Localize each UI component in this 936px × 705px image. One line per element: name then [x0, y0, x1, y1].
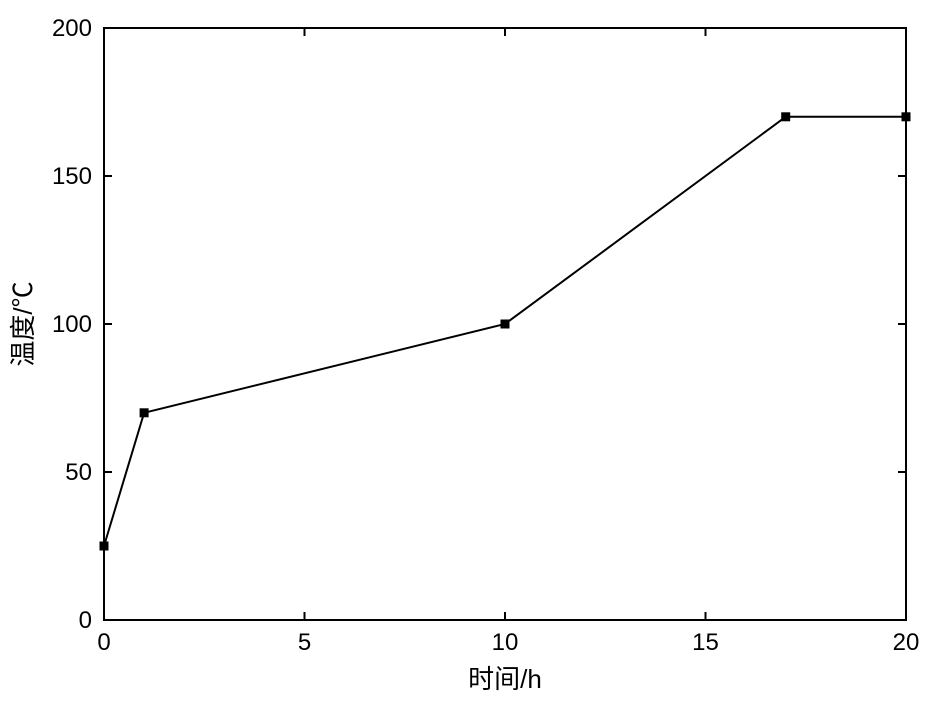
x-tick-label: 10 — [492, 629, 519, 656]
y-tick-label: 200 — [52, 15, 92, 42]
chart-container: 05101520050100150200时间/h温度/℃ — [0, 0, 936, 705]
y-tick-label: 150 — [52, 163, 92, 190]
chart-svg: 05101520050100150200时间/h温度/℃ — [0, 0, 936, 705]
y-axis-label: 温度/℃ — [8, 281, 38, 366]
y-tick-label: 50 — [65, 459, 92, 486]
y-tick-label: 100 — [52, 311, 92, 338]
x-tick-label: 20 — [893, 629, 920, 656]
data-line — [104, 117, 906, 546]
x-tick-label: 15 — [692, 629, 719, 656]
x-tick-label: 5 — [298, 629, 311, 656]
data-marker — [902, 112, 911, 121]
data-marker — [781, 112, 790, 121]
x-tick-label: 0 — [97, 629, 110, 656]
data-marker — [100, 542, 109, 551]
data-marker — [140, 408, 149, 417]
data-marker — [501, 320, 510, 329]
y-tick-label: 0 — [79, 607, 92, 634]
x-axis-label: 时间/h — [468, 664, 542, 694]
